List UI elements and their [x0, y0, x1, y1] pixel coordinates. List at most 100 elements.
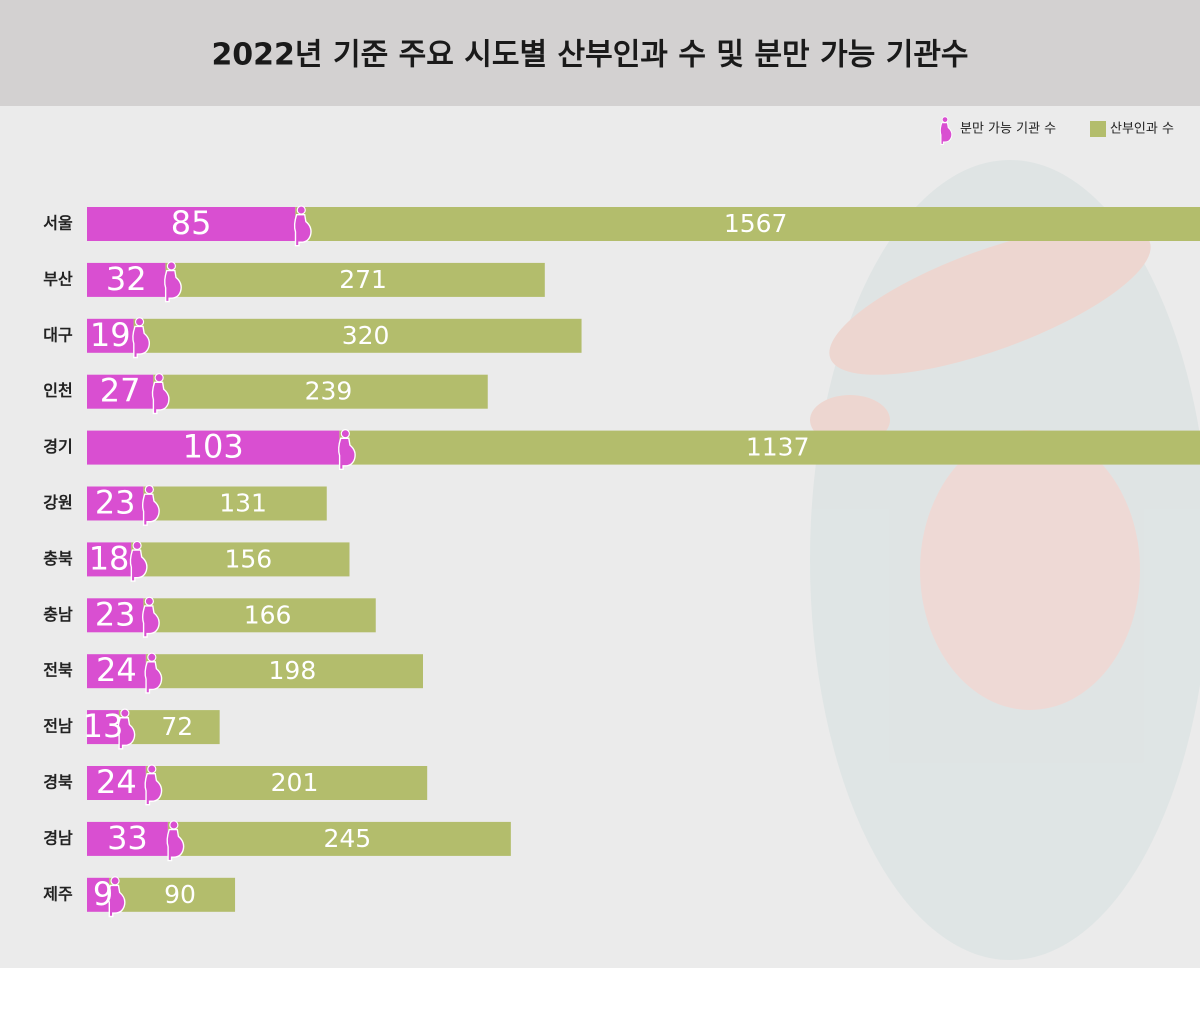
value-label: 72: [161, 712, 193, 741]
icon-head: [296, 205, 306, 215]
icon-head: [144, 596, 154, 606]
bar: [87, 710, 119, 745]
bar: [87, 598, 144, 633]
value-label: 18: [89, 539, 130, 577]
woman-icon: [132, 317, 151, 359]
icon-head: [154, 373, 164, 383]
footer: [0, 968, 1200, 1013]
category-label: 전남: [43, 717, 73, 736]
bar: [87, 766, 146, 800]
value-label: 23: [95, 484, 136, 522]
background-illustration: [810, 160, 1200, 960]
icon-body: [939, 122, 953, 145]
category-label: 경북: [43, 773, 73, 792]
icon-head: [169, 820, 179, 830]
bar: [131, 542, 350, 577]
value-label: 271: [339, 265, 387, 294]
bar: [165, 262, 545, 297]
icon-body: [151, 381, 170, 415]
category-label: 인천: [43, 381, 72, 400]
bar: [87, 542, 132, 577]
icon-head: [340, 429, 350, 439]
woman-icon: [141, 484, 160, 526]
value-label: 201: [271, 768, 319, 797]
woman-icon: [337, 429, 356, 470]
woman-icon: [293, 205, 312, 247]
chart-title: 2022년 기준 주요 시도별 산부인과 수 및 분만 가능 기관수: [211, 38, 968, 73]
icon-head: [166, 261, 176, 271]
category-label: 제주: [43, 884, 73, 903]
value-label: 156: [224, 544, 272, 573]
bar: [143, 598, 376, 633]
icon-head: [147, 764, 157, 774]
bar: [143, 486, 327, 521]
bar: [145, 766, 428, 800]
bar: [87, 486, 144, 521]
woman-icon: [151, 373, 170, 415]
woman-icon: [129, 540, 148, 582]
category-label: 경기: [43, 437, 72, 456]
bar: [153, 374, 488, 409]
icon-body: [166, 828, 185, 862]
bar: [87, 318, 134, 353]
category-label: 전북: [43, 661, 73, 680]
bar: [167, 821, 511, 856]
bar: [295, 207, 1200, 241]
icon-head: [941, 116, 949, 123]
icon-body: [129, 549, 148, 582]
legend-swatch: [1090, 121, 1106, 137]
category-label: 부산: [43, 269, 73, 288]
woman-icon: [144, 764, 163, 806]
bar: [87, 430, 340, 465]
icon-head: [147, 652, 157, 662]
bar: [109, 877, 236, 912]
value-label: 24: [96, 763, 137, 801]
value-label: 32: [106, 260, 147, 298]
icon-head: [144, 484, 154, 495]
bar: [87, 207, 296, 241]
bar: [145, 654, 424, 689]
category-label: 서울: [43, 214, 73, 233]
legend-label: 분만 가능 기관 수: [960, 122, 1056, 137]
value-label: 166: [244, 600, 292, 629]
value-label: 19: [90, 316, 131, 354]
header: [0, 0, 1200, 106]
woman-icon: [141, 596, 160, 638]
value-label: 1567: [724, 209, 788, 238]
icon-body: [141, 605, 160, 638]
category-label: 대구: [43, 325, 73, 344]
icon-body: [164, 269, 182, 303]
value-label: 131: [219, 489, 267, 518]
woman-icon: [117, 708, 136, 750]
value-label: 24: [96, 651, 137, 689]
icon-body: [337, 437, 356, 470]
bar: [339, 430, 1200, 465]
legend-label: 산부인과 수: [1110, 122, 1174, 137]
icon-body: [144, 772, 163, 806]
category-label: 충북: [43, 549, 73, 568]
woman-icon: [166, 820, 185, 862]
category-label: 경남: [43, 828, 73, 847]
category-label: 충남: [43, 605, 73, 624]
value-label: 320: [342, 321, 390, 350]
value-label: 103: [183, 428, 244, 466]
bar: [118, 710, 220, 745]
bar: [87, 374, 154, 409]
icon-body: [144, 661, 163, 694]
value-label: 9: [93, 875, 113, 913]
value-label: 33: [107, 819, 148, 857]
value-label: 1137: [746, 433, 810, 462]
icon-body: [132, 325, 151, 359]
bar: [133, 318, 582, 353]
bar: [87, 821, 168, 856]
bar: [87, 877, 110, 912]
icon-body: [107, 884, 126, 918]
value-label: 23: [95, 595, 136, 633]
value-label: 27: [100, 372, 141, 410]
value-label: 245: [323, 824, 371, 853]
woman-icon: [164, 261, 182, 303]
bar: [87, 262, 166, 297]
value-label: 85: [171, 204, 212, 242]
icon-head: [134, 317, 145, 327]
